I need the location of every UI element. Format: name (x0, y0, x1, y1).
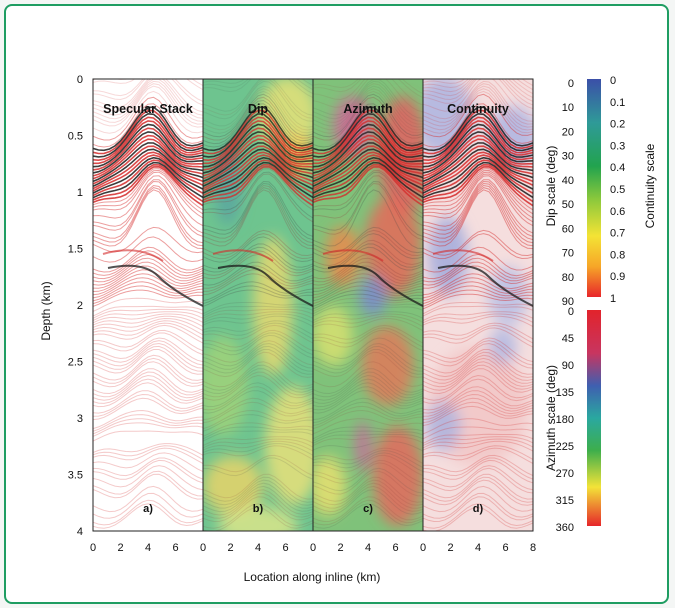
inline-tick: 0 (90, 542, 96, 554)
inline-tick: 4 (255, 542, 261, 554)
panel-letter-d: d) (473, 503, 484, 515)
azimuth-tick: 225 (556, 441, 574, 453)
inline-tick: 2 (227, 542, 233, 554)
continuity-tick: 0.6 (610, 206, 625, 218)
depth-tick: 3.5 (68, 470, 83, 482)
continuity-tick: 0 (610, 75, 616, 87)
figure-frame: Specular Stack Dip Azimuth Continuity a)… (4, 4, 669, 604)
dip-tick: 40 (562, 175, 574, 187)
inline-tick: 0 (200, 542, 206, 554)
inline-tick: 4 (365, 542, 371, 554)
dip-tick: 20 (562, 126, 574, 138)
depth-tick: 1 (77, 187, 83, 199)
continuity-tick: 0.8 (610, 249, 625, 261)
continuity-tick: 1 (610, 293, 616, 305)
dip-tick: 0 (568, 78, 574, 90)
azimuth-tick: 0 (568, 306, 574, 318)
inline-tick: 4 (475, 542, 481, 554)
depth-tick: 4 (77, 526, 83, 538)
panel-title-dip: Dip (248, 102, 269, 116)
panel-title-continuity: Continuity (447, 102, 509, 116)
azimuth-tick: 135 (556, 387, 574, 399)
dip-tick: 80 (562, 272, 574, 284)
dip-tick: 30 (562, 151, 574, 163)
inline-tick: 6 (172, 542, 178, 554)
seismic-attribute-figure: Specular Stack Dip Azimuth Continuity a)… (39, 74, 657, 584)
continuity-tick: 0.2 (610, 119, 625, 131)
continuity-scale-ticks: 0 0.1 0.2 0.3 0.4 0.5 0.6 0.7 0.8 0.9 1 (610, 75, 625, 305)
azimuth-tick: 315 (556, 495, 574, 507)
panel-title-specular-stack: Specular Stack (103, 102, 193, 116)
depth-tick: 2 (77, 300, 83, 312)
azimuth-scale-ticks: 0 45 90 135 180 225 270 315 360 (556, 306, 574, 534)
panel-letter-a: a) (143, 503, 153, 515)
inline-axis-ticks: 0 2 4 6 0 2 4 6 0 2 4 6 0 2 4 6 8 (90, 542, 536, 554)
azimuth-tick: 180 (556, 414, 574, 426)
dip-tick: 70 (562, 248, 574, 260)
dip-tick: 10 (562, 102, 574, 114)
inline-tick: 2 (337, 542, 343, 554)
depth-tick: 0.5 (68, 131, 83, 143)
inline-tick: 2 (117, 542, 123, 554)
dip-tick: 50 (562, 199, 574, 211)
continuity-tick: 0.7 (610, 228, 625, 240)
dip-continuity-colorbar (587, 79, 601, 297)
depth-axis-ticks: 0 0.5 1 1.5 2 2.5 3 3.5 4 (68, 74, 83, 538)
continuity-tick: 0.9 (610, 271, 625, 283)
depth-tick: 1.5 (68, 244, 83, 256)
inline-tick: 6 (502, 542, 508, 554)
inline-tick: 0 (420, 542, 426, 554)
depth-axis-label: Depth (km) (39, 281, 53, 340)
azimuth-tick: 270 (556, 468, 574, 480)
continuity-tick: 0.5 (610, 184, 625, 196)
panel-dip (203, 79, 313, 531)
dip-tick: 90 (562, 296, 574, 308)
inline-tick: 0 (310, 542, 316, 554)
panel-stack (93, 79, 203, 531)
depth-tick: 3 (77, 413, 83, 425)
azimuth-tick: 360 (556, 522, 574, 534)
panel-title-azimuth: Azimuth (343, 102, 392, 116)
dip-scale-label: Dip scale (deg) (544, 146, 558, 227)
panel-letter-c: c) (363, 503, 373, 515)
continuity-tick: 0.1 (610, 97, 625, 109)
continuity-scale-label: Continuity scale (643, 143, 657, 228)
inline-tick: 6 (392, 542, 398, 554)
continuity-tick: 0.3 (610, 140, 625, 152)
inline-tick: 4 (145, 542, 151, 554)
azimuth-colorbar (587, 310, 601, 526)
panel-letter-b: b) (253, 503, 264, 515)
depth-tick: 0 (77, 74, 83, 86)
azimuth-tick: 90 (562, 360, 574, 372)
azimuth-tick: 45 (562, 333, 574, 345)
continuity-tick: 0.4 (610, 162, 625, 174)
inline-tick: 8 (530, 542, 536, 554)
inline-tick: 2 (447, 542, 453, 554)
dip-tick: 60 (562, 223, 574, 235)
panel-continuity (423, 79, 533, 531)
depth-tick: 2.5 (68, 357, 83, 369)
inline-tick: 6 (282, 542, 288, 554)
inline-axis-label: Location along inline (km) (244, 570, 381, 584)
panel-azimuth (313, 79, 423, 531)
dip-scale-ticks: 0 10 20 30 40 50 60 70 80 90 (562, 78, 574, 308)
azimuth-scale-label: Azimuth scale (deg) (544, 365, 558, 471)
